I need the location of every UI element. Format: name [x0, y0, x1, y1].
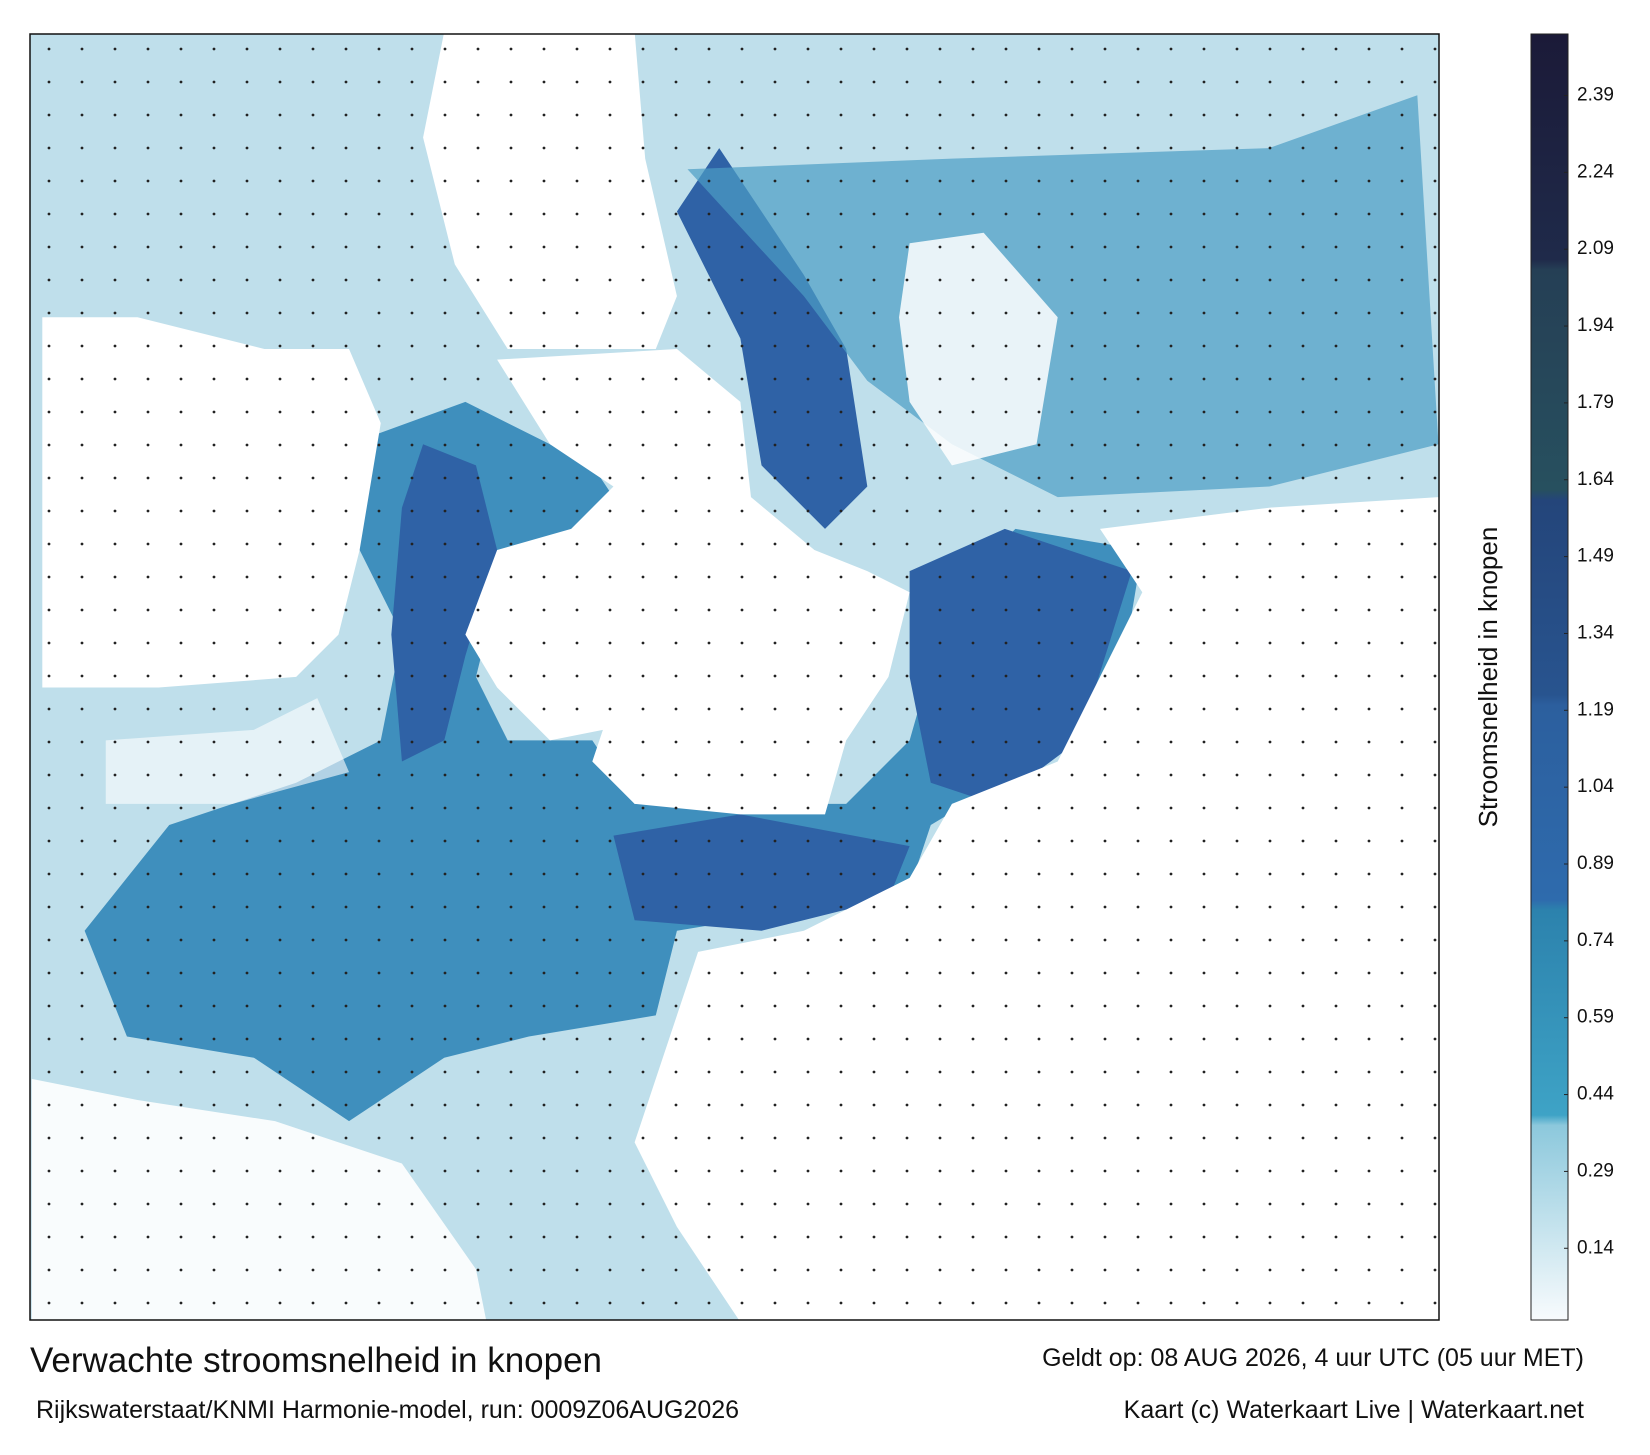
- colorbar-tick-label: 1.64: [1577, 469, 1614, 490]
- colorbar: 0.14 0.29 0.44 0.59 0.74 0.89 1.04 1.19 1.34 1.49…: [1530, 33, 1614, 1321]
- colorbar-tick-label: 0.89: [1577, 853, 1614, 874]
- footer-credit: Kaart (c) Waterkaart Live | Waterkaart.n…: [1124, 1396, 1584, 1424]
- colorbar-tick-label: 2.09: [1577, 238, 1614, 259]
- colorbar-tick-label: 0.29: [1577, 1160, 1614, 1181]
- footer-valid: Geldt op: 08 AUG 2026, 4 uur UTC (05 uur…: [1042, 1344, 1584, 1372]
- footer-title: Verwachte stroomsnelheid in knopen: [30, 1341, 602, 1380]
- colorbar-tick-label: 1.34: [1577, 622, 1614, 643]
- colorbar-tick-label: 0.14: [1577, 1237, 1614, 1258]
- colorbar-tick-label: 2.39: [1577, 84, 1614, 105]
- colorbar-scale: [1530, 33, 1569, 1321]
- colorbar-tick-label: 1.19: [1577, 699, 1614, 720]
- map-frame: [29, 33, 1440, 1321]
- current-grid: [30, 34, 1439, 1320]
- colorbar-tick-label: 2.24: [1577, 161, 1614, 182]
- colorbar-tick-label: 0.74: [1577, 930, 1614, 951]
- colorbar-tick-label: 1.04: [1577, 776, 1614, 797]
- colorbar-tick-label: 1.79: [1577, 392, 1614, 413]
- colorbar-tick-label: 1.94: [1577, 315, 1614, 336]
- colorbar-tick-label: 0.59: [1577, 1007, 1614, 1028]
- colorbar-label: Stroomsnelheid in knopen: [1473, 527, 1503, 828]
- colorbar-tick-label: 1.49: [1577, 546, 1614, 567]
- footer-model: Rijkswaterstaat/KNMI Harmonie-model, run…: [36, 1396, 739, 1424]
- colorbar-tick-label: 0.44: [1577, 1084, 1614, 1105]
- map: [30, 34, 1439, 1320]
